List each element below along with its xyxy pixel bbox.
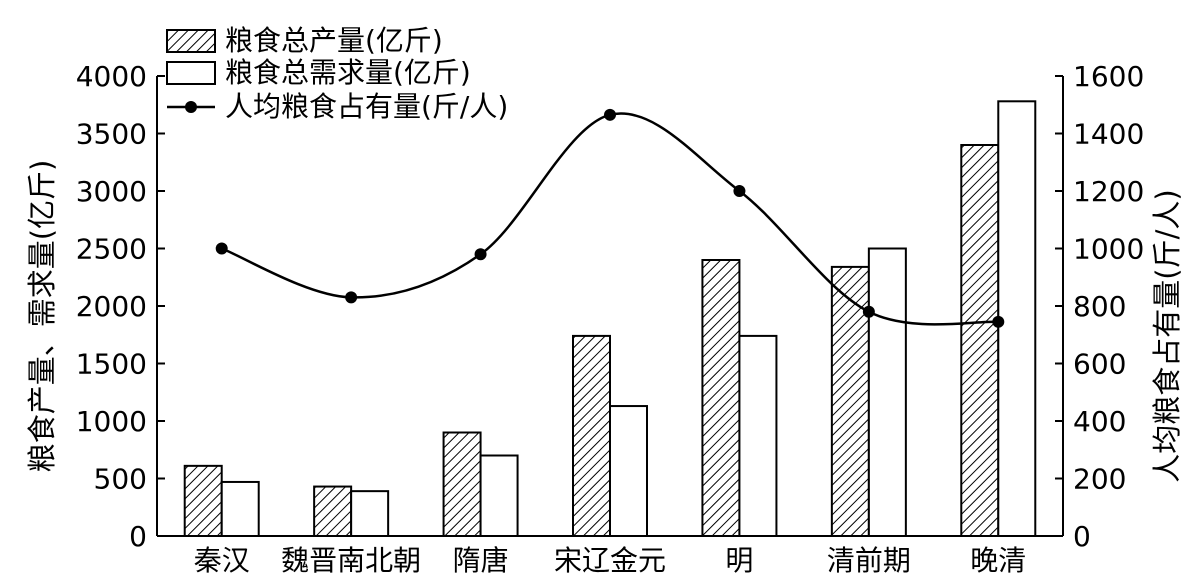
production-bar bbox=[442, 431, 482, 537]
legend-label-demand: 粮食总需求量(亿斤) bbox=[225, 56, 471, 89]
left-y-tick-label: 3000 bbox=[76, 175, 147, 208]
legend-swatch-demand bbox=[166, 61, 216, 85]
legend-label-per-capita: 人均粮食占有量(斤/人) bbox=[225, 90, 508, 123]
production-bar bbox=[572, 334, 611, 537]
demand-bar bbox=[738, 334, 778, 537]
left-y-tick-label: 2000 bbox=[76, 290, 147, 323]
right-y-tick-label: 200 bbox=[1073, 463, 1126, 496]
demand-bar bbox=[220, 480, 260, 538]
production-bar bbox=[701, 259, 741, 537]
x-category-label: 清前期 bbox=[827, 544, 911, 577]
right-y-tick-label: 1600 bbox=[1073, 60, 1144, 93]
right-y-tick-label: 1400 bbox=[1073, 118, 1144, 151]
x-category-label: 秦汉 bbox=[194, 544, 250, 577]
x-category-label: 明 bbox=[725, 544, 753, 577]
right-y-tick-label: 400 bbox=[1073, 405, 1126, 438]
right-y-tick-label: 800 bbox=[1073, 290, 1126, 323]
per-capita-point bbox=[862, 305, 875, 318]
left-y-tick-label: 500 bbox=[94, 463, 147, 496]
right-y-tick-label: 0 bbox=[1073, 520, 1091, 553]
per-capita-point bbox=[992, 315, 1005, 328]
x-category-label: 隋唐 bbox=[453, 544, 509, 577]
x-category-label: 晚清 bbox=[970, 544, 1026, 577]
production-bar bbox=[830, 265, 870, 537]
right-y-tick-label: 1000 bbox=[1073, 233, 1144, 266]
x-category-label: 魏晋南北朝 bbox=[281, 544, 421, 577]
per-capita-point bbox=[733, 185, 746, 197]
demand-bar bbox=[609, 405, 648, 537]
production-bar bbox=[313, 485, 353, 537]
left-y-tick-label: 1500 bbox=[76, 348, 147, 381]
right-y-tick-label: 600 bbox=[1073, 348, 1126, 381]
demand-bar bbox=[479, 454, 519, 537]
left-y-tick-label: 2500 bbox=[76, 233, 147, 266]
legend-marker-per-capita bbox=[185, 101, 197, 113]
per-capita-point bbox=[604, 108, 616, 121]
production-bar bbox=[183, 464, 223, 538]
demand-bar bbox=[867, 247, 907, 537]
right-y-axis-title: 人均粮食占有量(斤/人) bbox=[1150, 189, 1184, 482]
x-category-label: 宋辽金元 bbox=[554, 544, 666, 577]
demand-bar bbox=[350, 490, 390, 537]
right-y-tick-label: 1200 bbox=[1073, 175, 1144, 208]
per-capita-point bbox=[345, 291, 358, 304]
left-y-tick-label: 3500 bbox=[76, 118, 147, 151]
demand-bar bbox=[997, 100, 1037, 538]
left-y-tick-label: 4000 bbox=[76, 60, 147, 93]
per-capita-point bbox=[474, 248, 487, 261]
per-capita-point bbox=[215, 242, 228, 255]
left-y-tick-label: 0 bbox=[129, 520, 147, 553]
left-y-axis-title: 粮食产量、需求量(亿斤) bbox=[25, 160, 59, 473]
legend-label-production: 粮食总产量(亿斤) bbox=[225, 24, 443, 57]
legend-swatch-production bbox=[166, 29, 216, 53]
production-bar bbox=[960, 144, 1000, 537]
left-y-tick-label: 1000 bbox=[76, 405, 147, 438]
